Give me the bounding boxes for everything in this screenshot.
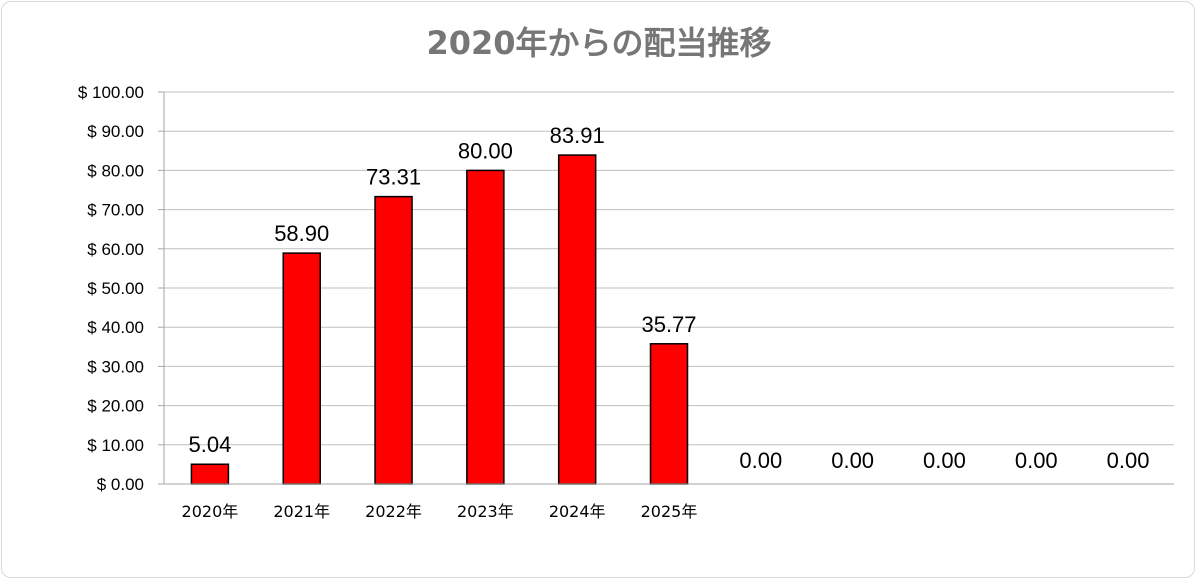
y-tick-label: $ 0.00 — [97, 475, 144, 494]
data-label: 0.00 — [1015, 448, 1058, 473]
x-tick-label: 2020年 — [182, 502, 239, 521]
data-label: 0.00 — [923, 448, 966, 473]
x-tick-label: 2022年 — [365, 502, 422, 521]
y-tick-label: $ 30.00 — [87, 357, 144, 376]
data-label: 73.31 — [366, 165, 421, 190]
x-tick-label: 2023年 — [457, 502, 514, 521]
x-tick-label: 2025年 — [641, 502, 698, 521]
y-axis-ticks: $ 0.00 $ 10.00 $ 20.00 $ 30.00 $ 40.00 $ 50.0… — [78, 83, 144, 494]
data-label: 0.00 — [1107, 448, 1150, 473]
bars — [190, 154, 689, 485]
bar — [282, 252, 321, 485]
chart-title: 2020年からの配当推移 — [426, 24, 772, 62]
x-axis-ticks: 2020年 2021年 2022年 2023年 2024年 2025年 — [182, 502, 698, 521]
data-label: 58.90 — [274, 221, 329, 246]
y-tick-label: $ 80.00 — [87, 161, 144, 180]
y-tick-label: $ 60.00 — [87, 240, 144, 259]
bar — [190, 463, 230, 485]
y-tick-label: $ 20.00 — [87, 397, 144, 416]
y-tick-label: $ 70.00 — [87, 201, 144, 220]
data-label: 35.77 — [641, 312, 696, 337]
data-labels: 5.04 58.90 73.31 80.00 83.91 35.77 0.00 0.00 0.0… — [188, 123, 1149, 473]
y-tick-label: $ 10.00 — [87, 436, 144, 455]
data-label: 5.04 — [188, 432, 231, 457]
x-tick-label: 2021年 — [273, 502, 330, 521]
data-label: 0.00 — [831, 448, 874, 473]
y-tick-label: $ 90.00 — [87, 122, 144, 141]
data-label: 83.91 — [550, 123, 605, 148]
y-tick-label: $ 40.00 — [87, 318, 144, 337]
data-label: 0.00 — [739, 448, 782, 473]
bar — [649, 343, 689, 485]
y-tick-label: $ 50.00 — [87, 279, 144, 298]
bar — [557, 154, 597, 485]
bar — [466, 169, 505, 485]
bar — [374, 195, 413, 485]
y-tick-label: $ 100.00 — [78, 83, 144, 102]
x-tick-label: 2024年 — [549, 502, 606, 521]
data-label: 80.00 — [458, 138, 513, 163]
